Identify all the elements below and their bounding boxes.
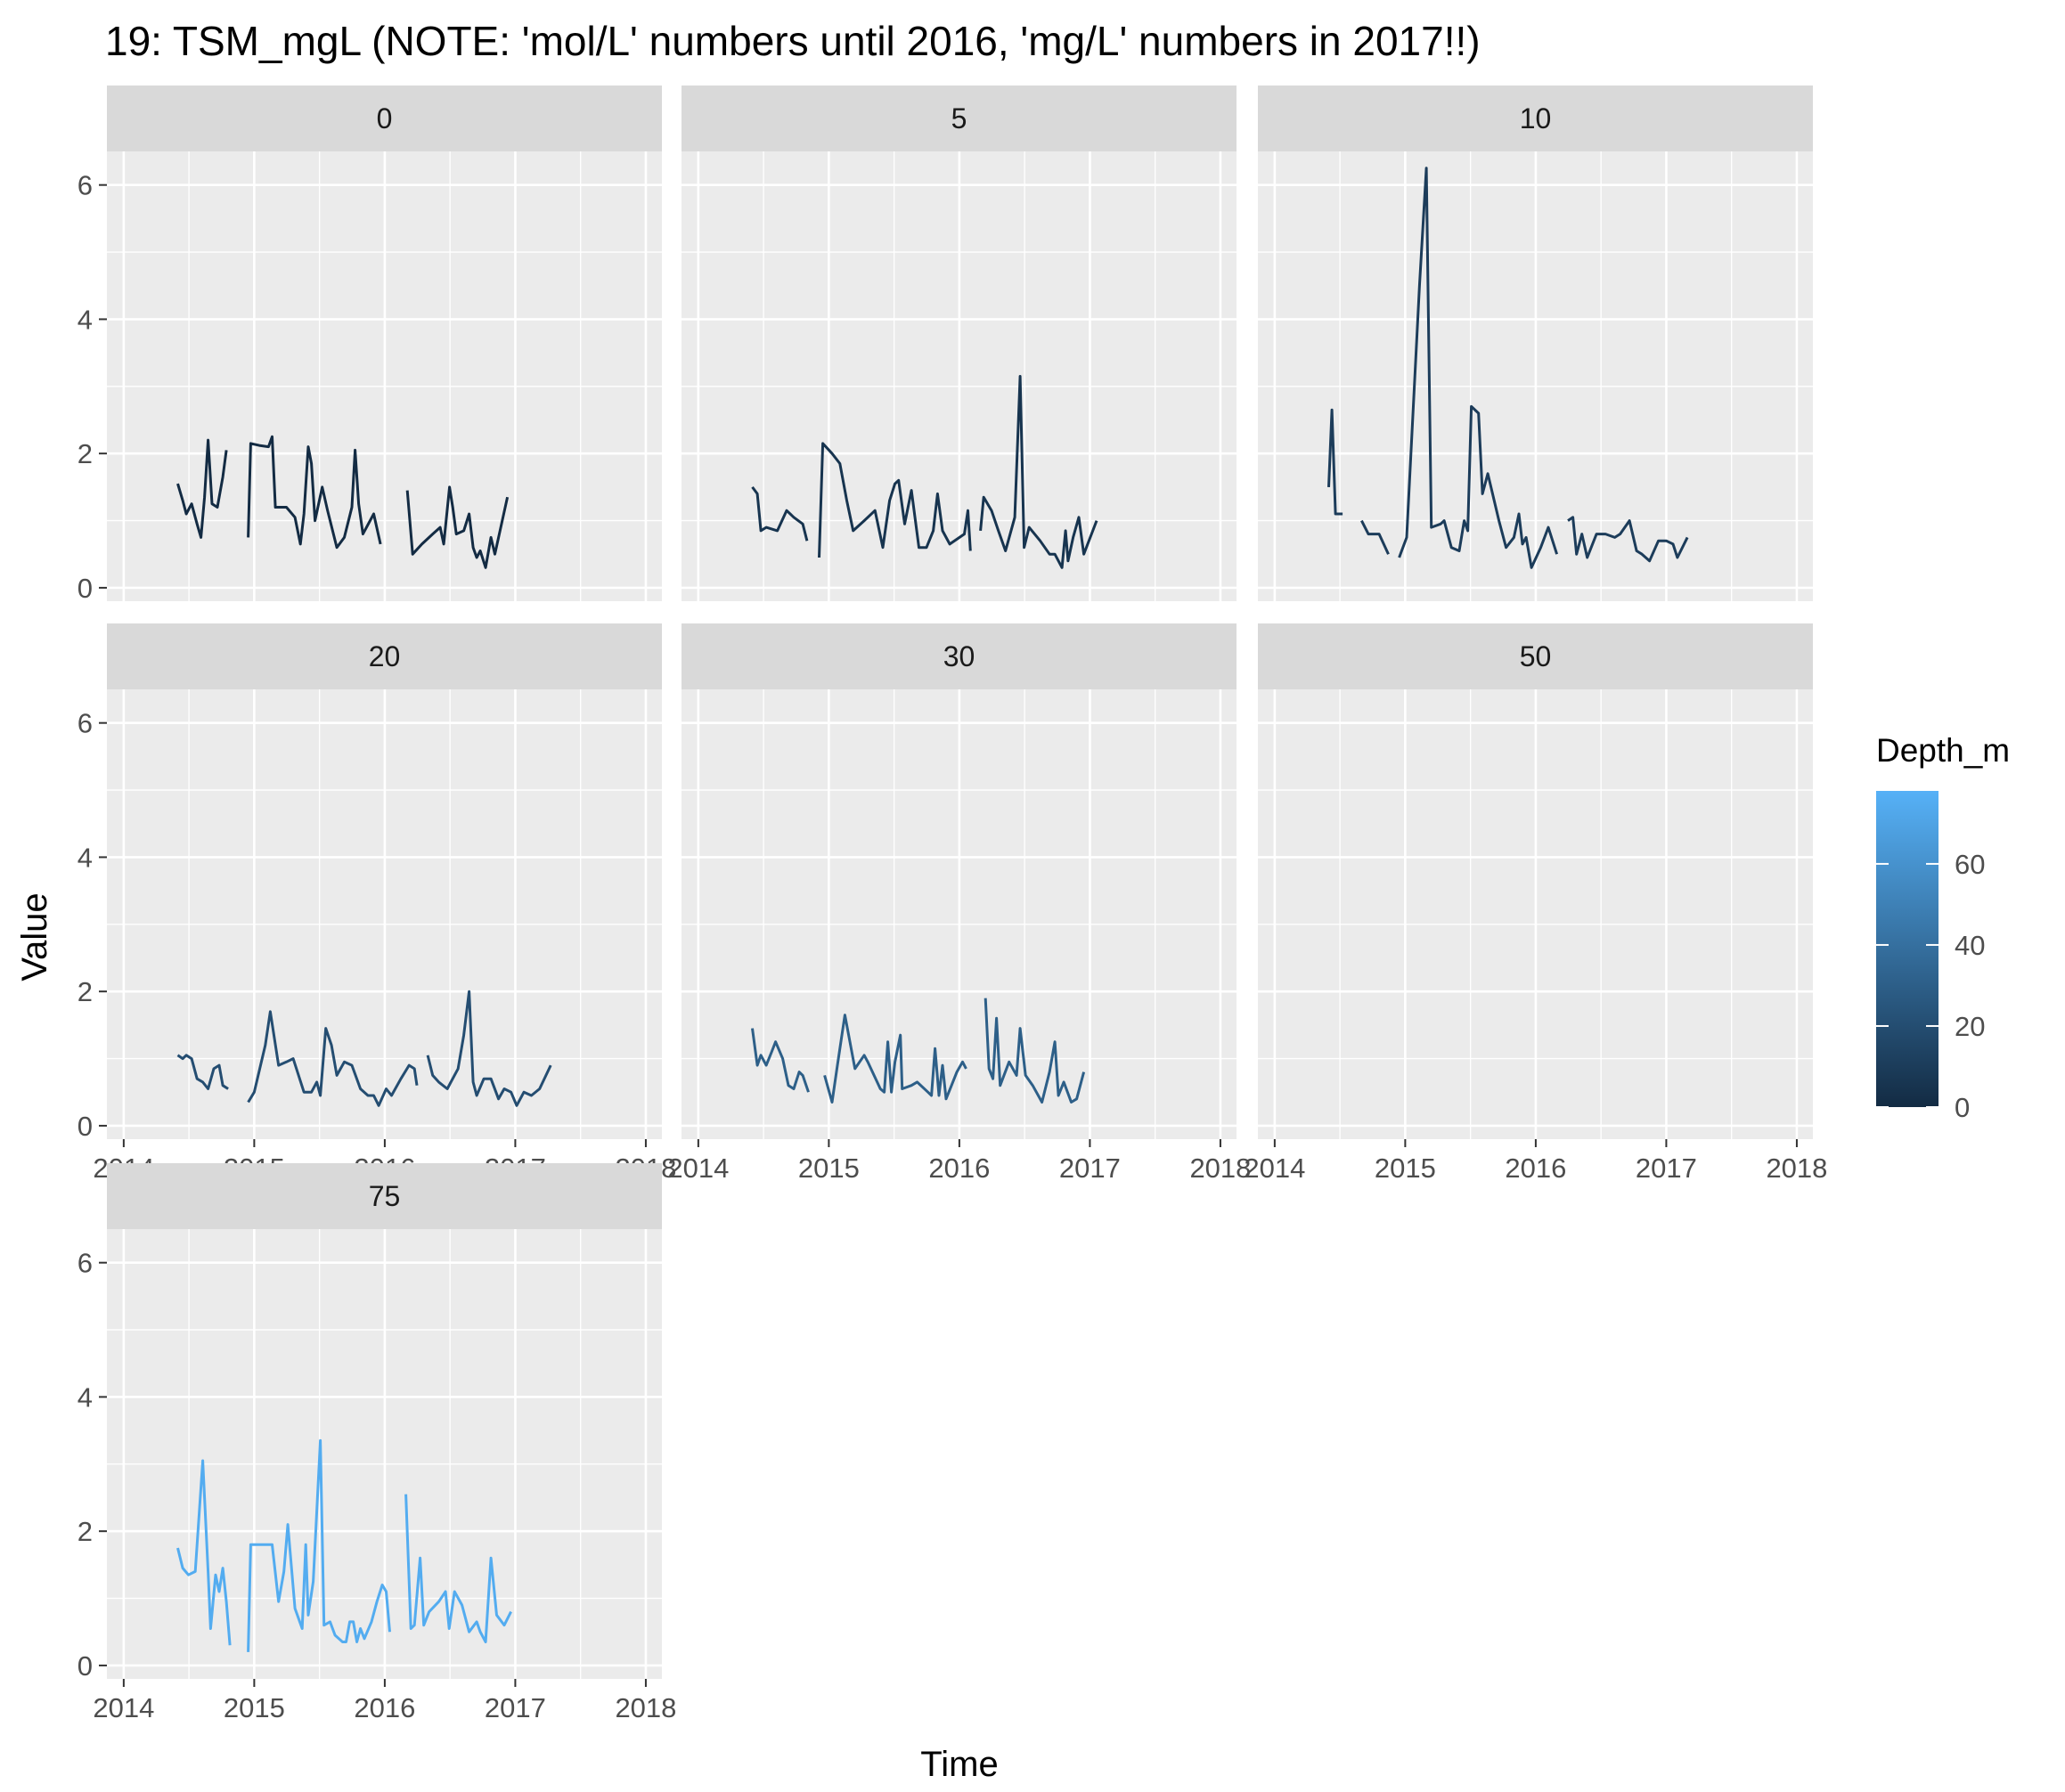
x-tick-label: 2018 <box>1766 1153 1827 1184</box>
x-tick-label: 2016 <box>928 1153 990 1184</box>
x-tick-label: 2015 <box>798 1153 860 1184</box>
x-tick-label: 2017 <box>1059 1153 1121 1184</box>
facet-strip <box>107 1163 662 1229</box>
x-tick-label: 2018 <box>615 1692 676 1723</box>
facet-strip-label: 30 <box>943 640 975 672</box>
facet-panel-0: 0 0 2 4 6 <box>78 86 662 604</box>
facet-panel-10: 10 <box>1258 86 1813 601</box>
y-tick-label: 6 <box>78 170 93 201</box>
legend-label: 40 <box>1955 930 1985 961</box>
facet-strip <box>682 623 1237 689</box>
series-line-depth-75-seg-2 <box>404 1494 512 1643</box>
facet-panel-50: 50 2014 2015 2016 2017 2018 <box>1244 623 1827 1184</box>
x-tick-label: 2016 <box>354 1692 415 1723</box>
y-tick-label: 4 <box>78 1381 93 1413</box>
x-tick-label: 2015 <box>1375 1153 1436 1184</box>
facet-panel-30: 30 2014 2015 2016 2017 2018 <box>667 623 1251 1184</box>
legend: Depth_m 0 20 40 60 <box>1876 732 2010 1123</box>
series-line-depth-20-seg-0 <box>176 1054 229 1090</box>
facet-strip <box>1258 623 1813 689</box>
series-line-depth-5-seg-1 <box>818 442 972 558</box>
facet-strip <box>1258 86 1813 151</box>
series-line-depth-10-seg-2 <box>1398 167 1559 569</box>
x-tick-label: 2016 <box>1505 1153 1566 1184</box>
x-tick-label: 2017 <box>485 1692 546 1723</box>
x-tick-label: 2015 <box>224 1692 285 1723</box>
series-line-depth-10-seg-3 <box>1567 516 1689 563</box>
legend-title: Depth_m <box>1876 732 2010 769</box>
series-line-depth-5-seg-0 <box>751 486 809 542</box>
series-line-depth-10-seg-1 <box>1360 519 1390 555</box>
facet-strip <box>107 86 662 151</box>
y-tick-label: 2 <box>78 1516 93 1547</box>
facet-strip-label: 5 <box>951 102 967 134</box>
facet-panels: 0024651020024620142015201620172018302014… <box>78 86 1827 1723</box>
series-line-depth-75-seg-1 <box>247 1438 391 1652</box>
y-tick-label: 6 <box>78 708 93 739</box>
series-line-depth-0-seg-1 <box>247 435 382 550</box>
y-tick-label: 4 <box>78 304 93 335</box>
x-axis-title: Time <box>920 1745 998 1784</box>
y-tick-label: 0 <box>78 1650 93 1682</box>
y-tick-label: 2 <box>78 976 93 1007</box>
facet-strip-label: 50 <box>1520 640 1552 672</box>
x-tick-label: 2014 <box>93 1692 154 1723</box>
legend-label: 20 <box>1955 1011 1985 1042</box>
legend-colorbar <box>1876 791 1938 1107</box>
facet-strip <box>107 623 662 689</box>
series-line-depth-75-seg-0 <box>176 1459 232 1646</box>
facet-strip-label: 10 <box>1520 102 1552 134</box>
facet-strip-label: 75 <box>369 1180 401 1212</box>
series-line-depth-30-seg-2 <box>984 998 1086 1104</box>
series-line-depth-10-seg-0 <box>1327 408 1343 516</box>
x-tick-label: 2014 <box>1244 1153 1305 1184</box>
facet-strip-label: 20 <box>369 640 401 672</box>
facet-panel-20: 20024620142015201620172018 <box>78 623 676 1184</box>
facet-strip <box>682 86 1237 151</box>
series-line-depth-0-seg-2 <box>405 485 510 569</box>
series-line-depth-20-seg-1 <box>247 1010 419 1107</box>
x-tick-label: 2018 <box>1189 1153 1251 1184</box>
y-tick-label: 0 <box>78 573 93 604</box>
y-tick-label: 4 <box>78 842 93 873</box>
chart-title: 19: TSM_mgL (NOTE: 'mol/L' numbers until… <box>105 18 1481 64</box>
series-line-depth-5-seg-2 <box>979 375 1098 569</box>
series-line-depth-0-seg-0 <box>176 438 228 539</box>
legend-label: 0 <box>1955 1092 1970 1123</box>
y-tick-label: 0 <box>78 1111 93 1142</box>
y-tick-label: 2 <box>78 438 93 469</box>
series-line-depth-30-seg-1 <box>823 1014 967 1104</box>
y-axis-title: Value <box>15 892 54 981</box>
facet-panel-75: 75 0 2 4 6 2014 2015 2016 2017 2018 <box>78 1163 676 1723</box>
facet-strip-label: 0 <box>377 102 393 134</box>
facet-panel-5: 5 <box>682 86 1237 601</box>
x-tick-label: 2017 <box>1636 1153 1697 1184</box>
series-line-depth-20-seg-2 <box>426 990 552 1107</box>
x-tick-label: 2014 <box>667 1153 729 1184</box>
legend-label: 60 <box>1955 849 1985 880</box>
y-tick-label: 6 <box>78 1248 93 1279</box>
series-line-depth-30-seg-0 <box>751 1028 810 1093</box>
